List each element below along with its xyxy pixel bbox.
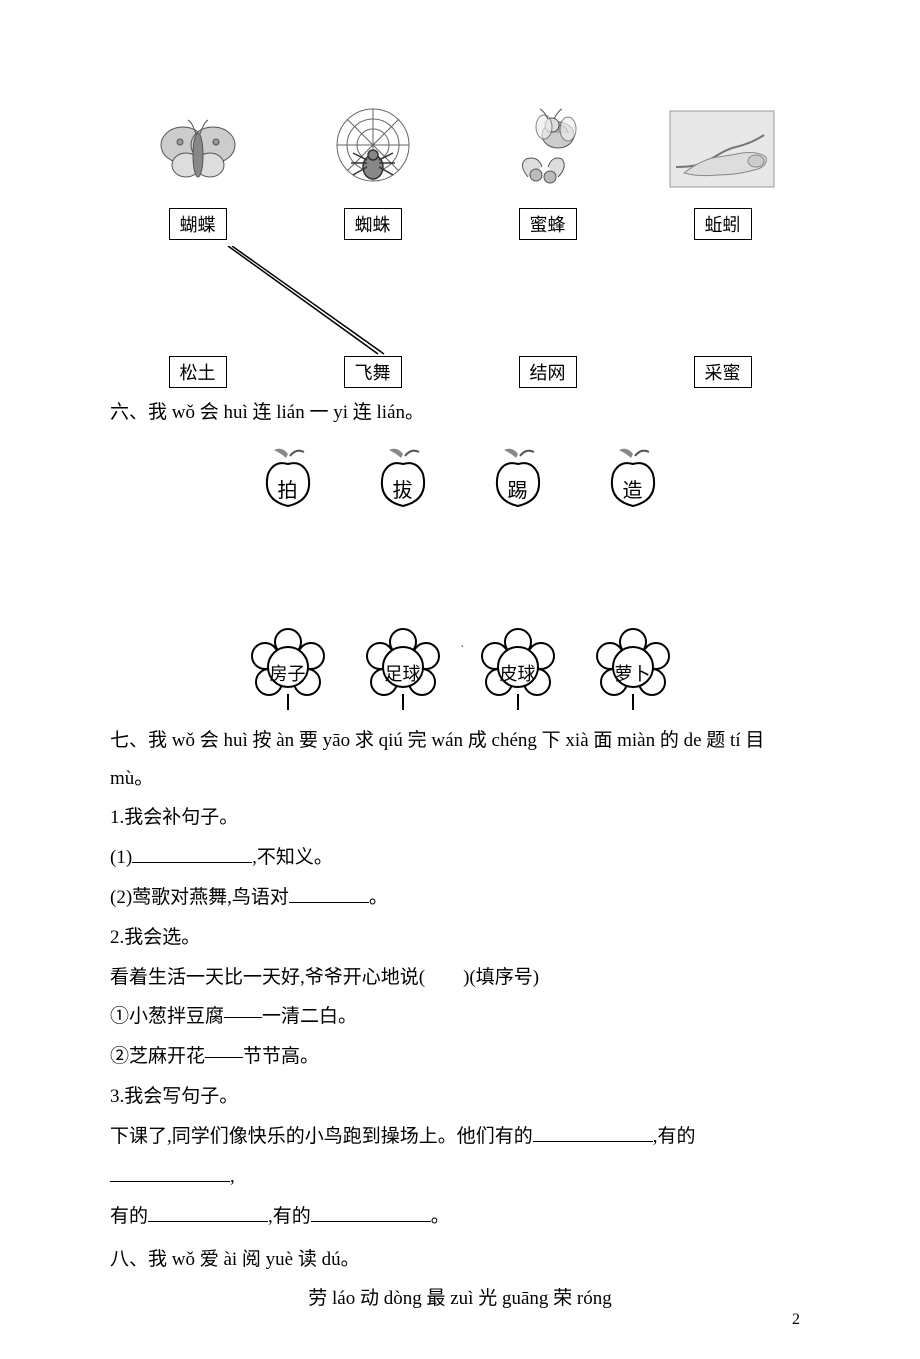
top-label-row: 蝴蝶 蜘蛛 蜜蜂 蚯蚓 <box>110 208 810 240</box>
worksheet-page: 蝴蝶 蜘蛛 蜜蜂 蚯蚓 松土 飞舞 结网 采蜜 六、我 wǒ 会 huì 连 l… <box>0 0 920 1359</box>
section8-title: 八、我 wǒ 爱 ài 阅 yuè 读 dú。 <box>110 1241 810 1279</box>
apple-text-2: 拔 <box>363 474 443 503</box>
match-gap <box>110 522 810 612</box>
apple-text-4: 造 <box>593 474 673 503</box>
butterfly-image <box>143 100 253 200</box>
match-lines <box>110 246 810 356</box>
q3-l2-c: 。 <box>431 1206 450 1227</box>
flower-text-1: 房子 <box>243 660 333 686</box>
flower-row: 房子 足球 皮球 萝卜 <box>230 622 690 712</box>
blank-2[interactable] <box>289 881 369 903</box>
label-bee: 蜜蜂 <box>519 208 577 240</box>
blank-3[interactable] <box>533 1120 653 1142</box>
blank-4[interactable] <box>110 1160 230 1182</box>
apple-3: 踢 <box>478 442 558 512</box>
spider-image <box>318 100 428 200</box>
q1-2-suffix: 。 <box>369 887 388 908</box>
label-butterfly: 蝴蝶 <box>169 208 227 240</box>
label-earthworm: 蚯蚓 <box>694 208 752 240</box>
apple-1: 拍 <box>248 442 328 512</box>
label-songtu: 松土 <box>169 356 227 388</box>
flower-2: 足球 <box>358 622 448 712</box>
insect-image-row <box>110 100 810 200</box>
q3-l1-c: , <box>230 1166 235 1187</box>
earthworm-image <box>668 100 778 200</box>
flower-text-4: 萝卜 <box>588 660 678 686</box>
label-spider: 蜘蛛 <box>344 208 402 240</box>
q1-2: (2)莺歌对燕舞,鸟语对 。 <box>110 878 810 918</box>
apple-2: 拔 <box>363 442 443 512</box>
label-feiwu: 飞舞 <box>344 356 402 388</box>
q1-1-suffix: ,不知义。 <box>252 847 333 868</box>
blank-5[interactable] <box>148 1200 268 1222</box>
q2-opt1: ①小葱拌豆腐——一清二白。 <box>110 997 810 1037</box>
label-jiewang: 结网 <box>519 356 577 388</box>
flower-3: 皮球 <box>473 622 563 712</box>
q3-l1-a: 下课了,同学们像快乐的小鸟跑到操场上。他们有的 <box>110 1126 533 1147</box>
blank-1[interactable] <box>132 841 252 863</box>
q1-1-prefix: (1) <box>110 847 132 868</box>
q1-label: 1.我会补句子。 <box>110 798 810 838</box>
q3-l2-b: ,有的 <box>268 1206 311 1227</box>
flower-text-2: 足球 <box>358 660 448 686</box>
page-number: 2 <box>792 1311 800 1329</box>
q1-1: (1) ,不知义。 <box>110 838 810 878</box>
apple-text-3: 踢 <box>478 474 558 503</box>
q3-l1-b: ,有的 <box>653 1126 696 1147</box>
q2-label: 2.我会选。 <box>110 918 810 958</box>
q2-opt2: ②芝麻开花——节节高。 <box>110 1037 810 1077</box>
center-dot: · <box>460 640 465 656</box>
section6-title: 六、我 wǒ 会 huì 连 lián 一 yi 连 lián。 <box>110 394 810 432</box>
flower-text-3: 皮球 <box>473 660 563 686</box>
section7-title: 七、我 wǒ 会 huì 按 àn 要 yāo 求 qiú 完 wán 成 ch… <box>110 722 810 798</box>
q3-l2-a: 有的 <box>110 1206 148 1227</box>
q3-label: 3.我会写句子。 <box>110 1077 810 1117</box>
section8-subtitle: 劳 láo 动 dòng 最 zuì 光 guāng 荣 róng <box>110 1279 810 1319</box>
q3-line1: 下课了,同学们像快乐的小鸟跑到操场上。他们有的 ,有的, <box>110 1117 810 1197</box>
apple-row: 拍 拔 踢 造 <box>230 442 690 512</box>
q2-stem: 看着生活一天比一天好,爷爷开心地说( )(填序号) <box>110 958 810 998</box>
flower-4: 萝卜 <box>588 622 678 712</box>
apple-text-1: 拍 <box>248 474 328 503</box>
q3-line2: 有的 ,有的 。 <box>110 1197 810 1237</box>
bottom-label-row: 松土 飞舞 结网 采蜜 <box>110 356 810 388</box>
section7-body: 1.我会补句子。 (1),不知义。 (2)莺歌对燕舞,鸟语对。 2.我会选。 看… <box>110 798 810 1237</box>
bee-image <box>493 100 603 200</box>
blank-6[interactable] <box>311 1200 431 1222</box>
label-caimi: 采蜜 <box>694 356 752 388</box>
apple-4: 造 <box>593 442 673 512</box>
q1-2-prefix: (2)莺歌对燕舞,鸟语对 <box>110 887 289 908</box>
flower-1: 房子 <box>243 622 333 712</box>
